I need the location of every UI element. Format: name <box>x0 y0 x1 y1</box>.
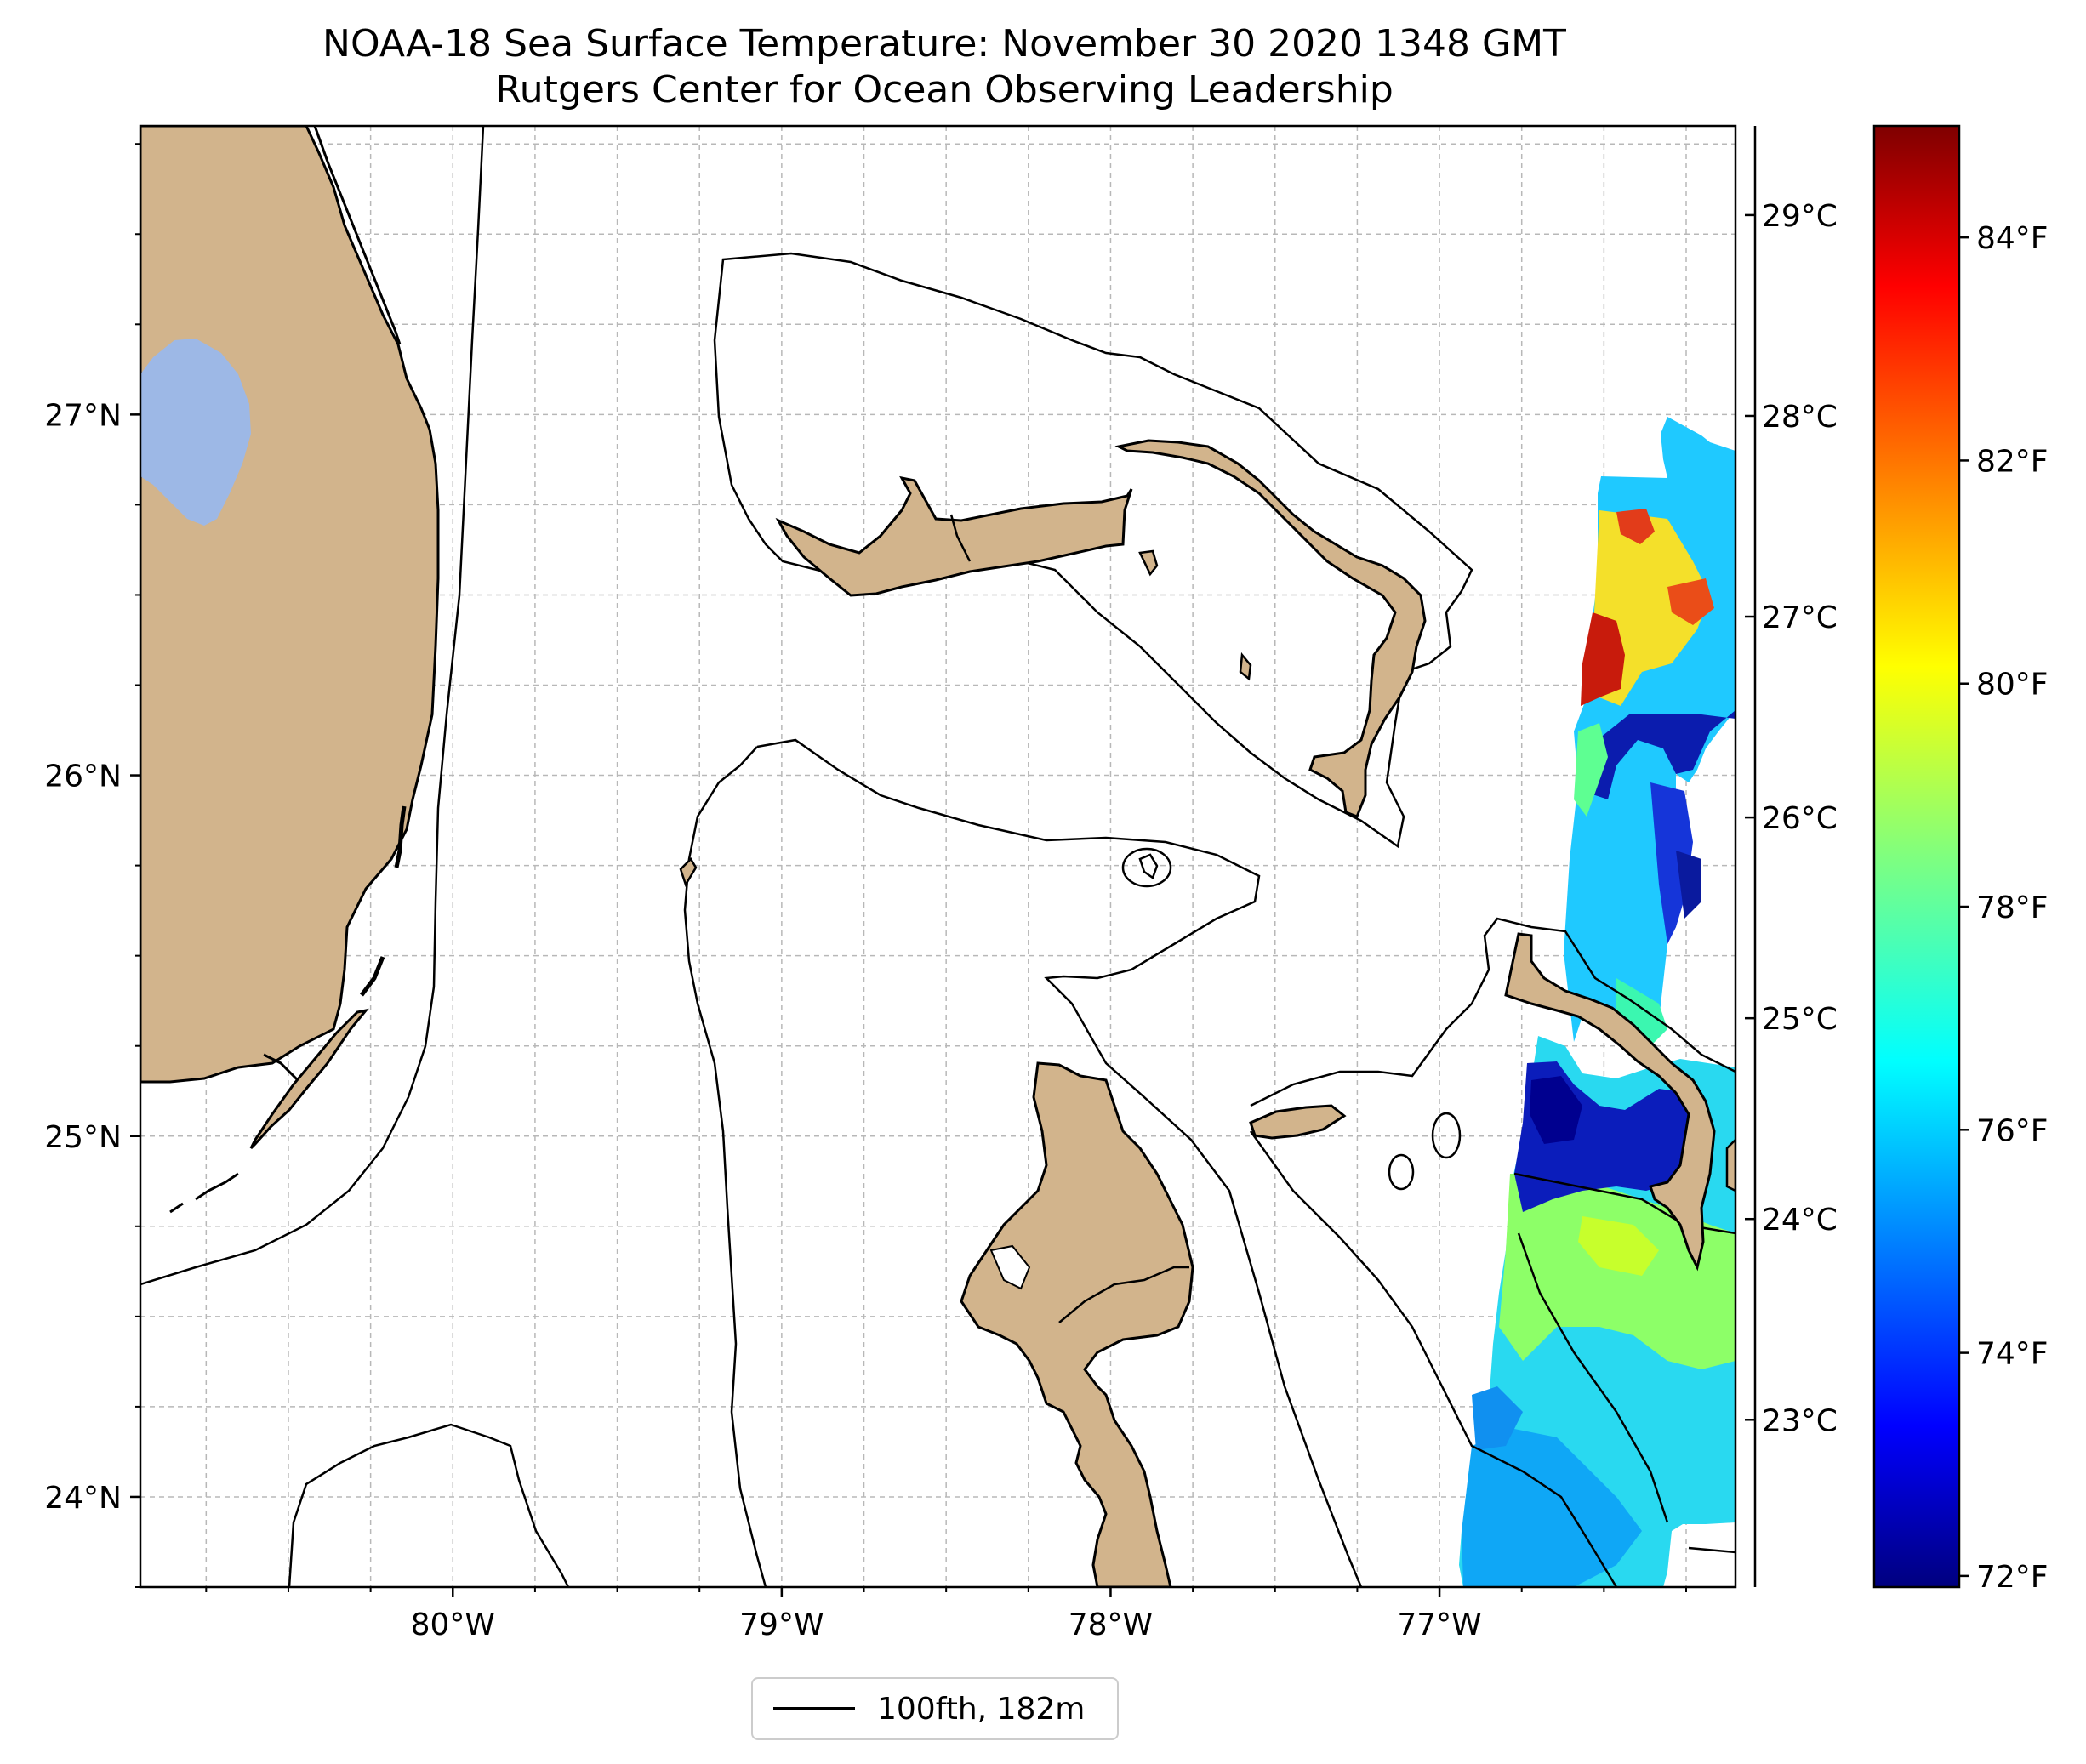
lake-okeechobee <box>140 339 251 526</box>
new-providence-island <box>1249 1104 1347 1140</box>
sst-cold-patch <box>1676 851 1701 919</box>
sst-green-region <box>1499 1174 1735 1369</box>
lon-tick-label: 79°W <box>739 1608 824 1642</box>
florida-keys <box>249 1008 369 1150</box>
lon-tick-label: 77°W <box>1397 1608 1481 1642</box>
lat-tick-label: 25°N <box>44 1120 122 1155</box>
berry-cay <box>1138 853 1159 879</box>
barrier-island-line <box>313 126 402 345</box>
fahrenheit-tick-label: 72°F <box>1976 1560 2049 1595</box>
eleuthera-island <box>1504 932 1716 1272</box>
sst-red-patch <box>1616 509 1655 544</box>
sst-red-patch <box>1667 578 1714 625</box>
fahrenheit-tick-label: 74°F <box>1976 1337 2049 1372</box>
sst-cold-south-core <box>1530 1076 1582 1144</box>
celsius-tick-label: 25°C <box>1762 1002 1838 1037</box>
celsius-tick-label: 24°C <box>1762 1203 1838 1238</box>
map-subtitle: Rutgers Center for Ocean Observing Leade… <box>495 68 1394 111</box>
legend: 100fth, 182m <box>751 1677 1119 1740</box>
andros-lake <box>989 1244 1031 1290</box>
bimini-cay <box>679 856 698 887</box>
sst-green-patch <box>1574 723 1608 817</box>
small-cay <box>1138 549 1159 577</box>
abaco-island <box>1114 439 1427 818</box>
fahrenheit-tick-label: 76°F <box>1976 1113 2049 1148</box>
fahrenheit-tick-label: 80°F <box>1976 668 2049 703</box>
colorbar <box>1872 124 1961 1589</box>
sst-swath <box>1459 417 1735 1587</box>
lon-tick-label: 80°W <box>411 1608 495 1642</box>
sst-blue-south <box>1472 1386 1523 1450</box>
celsius-tick-label: 27°C <box>1762 600 1838 635</box>
andros-island <box>960 1061 1194 1587</box>
legend-label: 100fth, 182m <box>877 1691 1086 1727</box>
lat-tick-label: 26°N <box>44 760 122 794</box>
fahrenheit-tick-label: 84°F <box>1976 221 2049 256</box>
map-frame <box>139 124 1737 1589</box>
celsius-tick-label: 23°C <box>1762 1403 1838 1438</box>
grand-bahama-island <box>775 475 1133 597</box>
lat-tick-label: 27°N <box>44 398 122 433</box>
celsius-tick-label: 29°C <box>1762 199 1838 234</box>
sst-hot-patch <box>1581 612 1625 706</box>
map-background <box>140 126 1735 1587</box>
sst-cold-patch <box>1582 710 1735 799</box>
grand-bahama-border <box>949 514 972 562</box>
celsius-tick-label: 28°C <box>1762 400 1838 435</box>
isobath-legend-swatch <box>773 1707 855 1710</box>
cat-island-edge <box>1725 1138 1735 1192</box>
florida-keys-fragments <box>169 1053 299 1214</box>
andros-bight-line <box>1058 1266 1189 1323</box>
lat-tick-label: 24°N <box>44 1481 122 1516</box>
sst-cold-patch <box>1650 782 1693 944</box>
sst-blue-south <box>1462 1429 1642 1587</box>
longitude-axis: 80°W 79°W 78°W 77°W <box>205 1587 1688 1642</box>
map-title: NOAA-18 Sea Surface Temperature: Novembe… <box>322 22 1566 65</box>
fahrenheit-tick-label: 78°F <box>1976 891 2049 925</box>
colorbar-axes: 84°F 82°F 80°F 78°F 76°F 74°F 72°F 29°C 28°C 27°C… <box>1745 126 2049 1595</box>
sst-yellow-green-patch <box>1578 1216 1659 1276</box>
celsius-tick-label: 26°C <box>1762 801 1838 836</box>
fahrenheit-tick-label: 82°F <box>1976 444 2049 479</box>
biscayne-keys <box>360 805 407 997</box>
latitude-axis: 27°N 26°N 25°N 24°N <box>44 143 140 1588</box>
lon-tick-label: 78°W <box>1069 1608 1153 1642</box>
small-cay <box>1239 652 1252 681</box>
